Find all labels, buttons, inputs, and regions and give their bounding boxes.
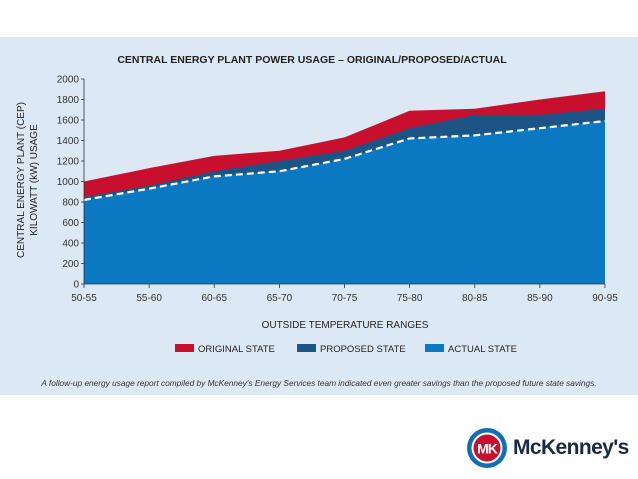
x-tick-label: 55-60 bbox=[136, 293, 162, 304]
svg-text:MK: MK bbox=[477, 441, 498, 457]
legend-label-original-state: ORIGINAL STATE bbox=[198, 344, 275, 355]
y-tick-label: 0 bbox=[73, 280, 79, 291]
y-tick-label: 1000 bbox=[57, 177, 80, 188]
chart-caption: A follow-up energy usage report compiled… bbox=[41, 378, 597, 388]
legend-label-actual-state: ACTUAL STATE bbox=[448, 344, 517, 355]
x-tick-label: 80-85 bbox=[462, 293, 488, 304]
mckenneys-logo-mark-icon: MK bbox=[467, 428, 507, 468]
legend-label-proposed-state: PROPOSED STATE bbox=[320, 344, 406, 355]
mckenneys-logo: MK McKenney's bbox=[466, 426, 629, 470]
legend-swatch-proposed-state bbox=[297, 344, 316, 352]
x-tick-label: 70-75 bbox=[332, 293, 358, 304]
y-tick-label: 800 bbox=[62, 198, 79, 209]
actual-dashed-line bbox=[83, 119, 606, 202]
y-tick-label: 400 bbox=[62, 239, 79, 250]
chart-title: CENTRAL ENERGY PLANT POWER USAGE – ORIGI… bbox=[117, 54, 507, 66]
y-tick-label: 200 bbox=[62, 259, 79, 270]
mckenneys-logo-text: McKenney's bbox=[513, 436, 629, 459]
x-tick-label: 50-55 bbox=[71, 293, 97, 304]
y-tick-label: 1400 bbox=[57, 136, 80, 147]
x-tick-label: 85-90 bbox=[527, 293, 553, 304]
y-tick-label: 1800 bbox=[57, 95, 80, 106]
y-tick-label: 1600 bbox=[57, 116, 80, 127]
x-tick-label: 75-80 bbox=[397, 293, 423, 304]
y-axis-label: CENTRAL ENERGY PLANT (CEP) KILOWATT (kW)… bbox=[16, 102, 40, 258]
legend-swatch-actual-state bbox=[425, 344, 444, 352]
y-tick-label: 1200 bbox=[57, 157, 80, 168]
y-tick-label: 2000 bbox=[57, 75, 80, 86]
y-axis-label-line1: CENTRAL ENERGY PLANT (CEP) bbox=[16, 102, 27, 258]
legend: ORIGINAL STATE PROPOSED STATE ACTUAL STATE bbox=[175, 344, 517, 355]
area-actual-state bbox=[84, 121, 605, 285]
y-axis-label-line2: KILOWATT (kW) USAGE bbox=[29, 124, 40, 236]
x-tick-label: 60-65 bbox=[201, 293, 227, 304]
y-tick-label: 600 bbox=[62, 218, 79, 229]
x-axis-label: OUTSIDE TEMPERATURE RANGES bbox=[262, 320, 429, 331]
x-tick-label: 90-95 bbox=[592, 293, 618, 304]
legend-swatch-original-state bbox=[175, 344, 194, 352]
x-tick-label: 65-70 bbox=[267, 293, 293, 304]
